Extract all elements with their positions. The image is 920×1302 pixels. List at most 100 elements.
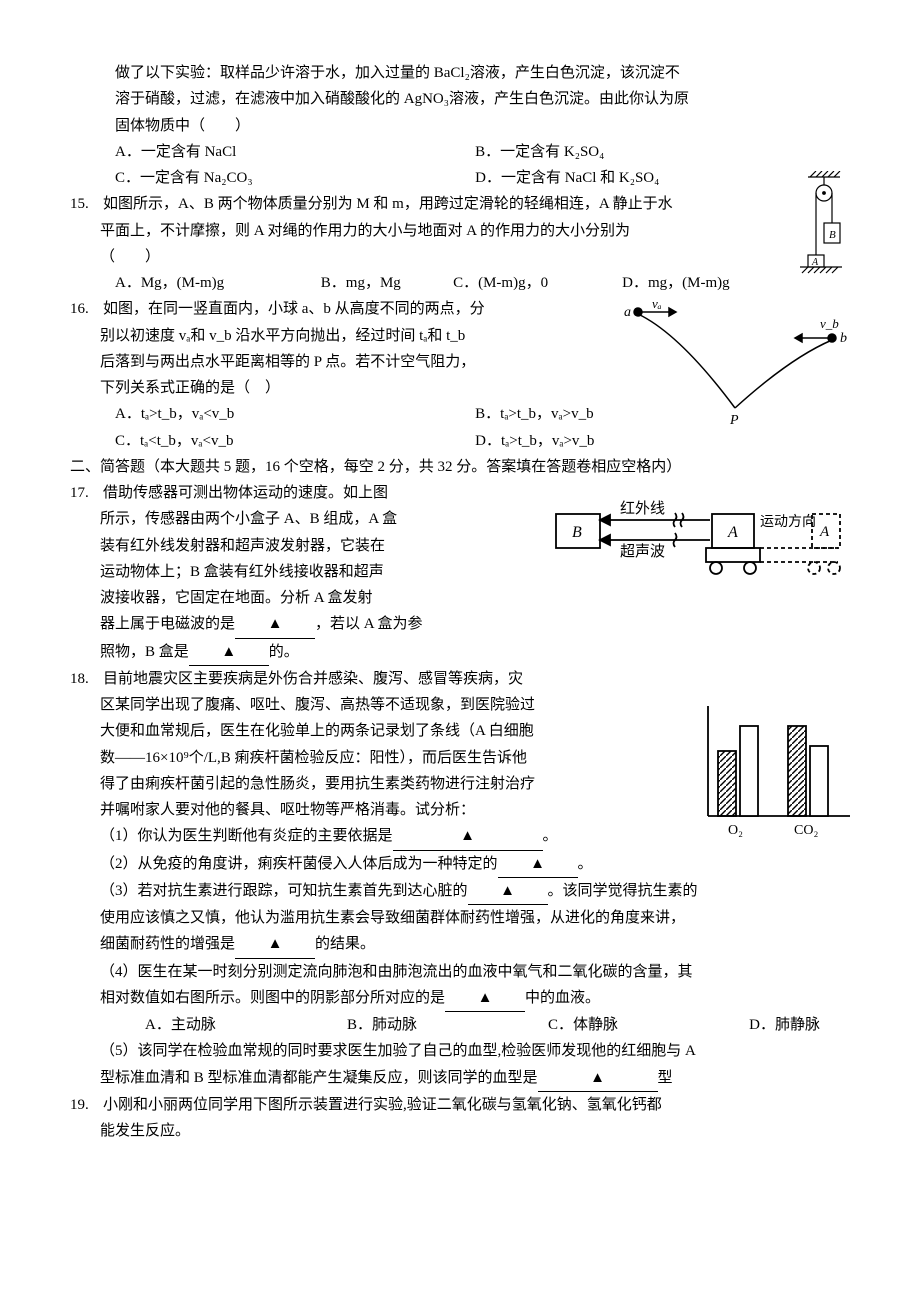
q18-text: 的结果。 [315,936,375,952]
q18-text: 相对数值如右图所示。则图中的阴影部分所对应的是 [100,990,445,1006]
triangle-icon: ▲ [500,883,515,899]
q18-text: （1）你认为医生判断他有炎症的主要依据是 [100,828,393,844]
q18-blank4: ▲ [235,931,315,958]
q14-opt-a: A．一定含有 NaCl [115,139,475,165]
triangle-icon: ▲ [221,644,236,660]
q16-opt-c: C．tₐ<t_b，vₐ<v_b [115,428,475,454]
svg-text:v_b: v_b [820,316,839,331]
q18-sub3: （3）若对抗生素进行跟踪，可知抗生素首先到达心脏的 ▲ 。该同学觉得抗生素的 [70,878,850,905]
q18-text: 。 [543,828,558,844]
svg-text:b: b [840,331,847,346]
q17: B 红外线 超声波 A 运动方向 [70,480,850,666]
q18-blank5: ▲ [445,985,525,1012]
section2-header: 二、简答题（本大题共 5 题，16 个空格，每空 2 分，共 32 分。答案填在… [70,454,850,480]
q18-blank1: ▲ [393,823,543,850]
q18-text: （2）从免疫的角度讲，痢疾杆菌侵入人体后成为一种特定的 [100,856,498,872]
q18-text: 。 [578,856,593,872]
q16-line: 如图，在同一竖直面内，小球 a、b 从高度不同的两点，分 [103,301,485,317]
q18-number: 18. [70,666,103,692]
q15-opt-b: B．mg，Mg [321,270,453,296]
svg-text:B: B [572,524,582,541]
q15-opt-c: C．(M-m)g，0 [453,270,622,296]
q16-opt-a: A．tₐ>t_b，vₐ<v_b [115,401,475,427]
q17-blank2: ▲ [189,639,269,666]
q18-opt-a: A．主动脉 [145,1012,216,1038]
q18-blank6: ▲ [538,1065,658,1092]
triangle-icon: ▲ [268,936,283,952]
q18-opt-b: B．肺动脉 [347,1012,417,1038]
q18-text: 型标准血清和 B 型标准血清都能产生凝集反应，则该同学的血型是 [100,1070,538,1086]
q17-text: ，若以 A 盒为参 [315,616,423,632]
q16-figure-projectile: a vₐ b v_b P [620,298,850,437]
q14-opt-b: B．一定含有 K₂SO₄ [475,139,835,165]
triangle-icon: ▲ [530,856,545,872]
svg-text:CO₂: CO₂ [794,823,818,838]
q17-line: 借助传感器可测出物体运动的速度。如上图 [103,485,388,501]
q15-line: （ ） [70,244,850,270]
q14-opt-d: D．一定含有 NaCl 和 K₂SO₄ [475,165,835,191]
q15-figure-pulley: B A [790,171,850,290]
q17-figure-sensor: B 红外线 超声波 A 运动方向 [550,490,850,589]
q19-line: 能发生反应。 [70,1118,850,1144]
q19-line: 小刚和小丽两位同学用下图所示装置进行实验,验证二氧化碳与氢氧化钠、氢氧化钙都 [103,1097,662,1113]
triangle-icon: ▲ [268,616,283,632]
q18-sub3b: 使用应该慎之又慎，他认为滥用抗生素会导致细菌群体耐药性增强，从进化的角度来讲， [70,905,850,931]
q19: 19.小刚和小丽两位同学用下图所示装置进行实验,验证二氧化碳与氢氧化钠、氢氧化钙… [70,1092,850,1145]
q18-sub4b: 相对数值如右图所示。则图中的阴影部分所对应的是 ▲ 中的血液。 [70,985,850,1012]
q17-text: 的。 [269,644,299,660]
triangle-icon: ▲ [590,1070,605,1086]
q14-stem-line: 固体物质中（ ） [70,113,850,139]
q18-sub4-options: A．主动脉 B．肺动脉 C．体静脉 D．肺静脉 [70,1012,850,1038]
q18: O₂ CO₂ 18.目前地震灾区主要疾病是外伤合并感染、腹泻、感冒等疾病，灾 区… [70,666,850,1092]
q18-sub2: （2）从免疫的角度讲，痢疾杆菌侵入人体后成为一种特定的 ▲ 。 [70,851,850,878]
q18-sub5b: 型标准血清和 B 型标准血清都能产生凝集反应，则该同学的血型是 ▲ 型 [70,1065,850,1092]
q16-number: 16. [70,296,103,322]
q14-stem-line: 做了以下实验：取样品少许溶于水，加入过量的 BaCl₂溶液，产生白色沉淀，该沉淀… [70,60,850,86]
q17-text: 器上属于电磁波的是 [100,616,235,632]
q18-figure-barchart: O₂ CO₂ [690,696,860,846]
q18-line: 目前地震灾区主要疾病是外伤合并感染、腹泻、感冒等疾病，灾 [103,671,523,687]
q18-blank3: ▲ [468,878,548,905]
q15-line: 如图所示，A、B 两个物体质量分别为 M 和 m，用跨过定滑轮的轻绳相连，A 静… [103,196,673,212]
q15-opt-a: A．Mg，(M-m)g [115,270,321,296]
q18-opt-c: C．体静脉 [548,1012,618,1038]
q15-line: 平面上，不计摩擦，则 A 对绳的作用力的大小与地面对 A 的作用力的大小分别为 [70,218,850,244]
q18-text: 型 [658,1070,673,1086]
q17-number: 17. [70,480,103,506]
svg-text:A: A [811,257,819,268]
q14-stem-line: 溶于硝酸，过滤，在滤液中加入硝酸酸化的 AgNO₃溶液，产生白色沉淀。由此你认为… [70,86,850,112]
q18-text: 中的血液。 [525,990,600,1006]
q18-sub5: （5）该同学在检验血常规的同时要求医生加验了自己的血型,检验医师发现他的红细胞与… [70,1038,850,1064]
q18-text: 细菌耐药性的增强是 [100,936,235,952]
svg-text:P: P [729,413,739,428]
q14-options: A．一定含有 NaCl B．一定含有 K₂SO₄ C．一定含有 Na₂CO₃ D… [70,139,850,192]
q15-options: A．Mg，(M-m)g B．mg，Mg C．(M-m)g，0 D．mg，(M-m… [70,270,850,296]
q14-opt-c: C．一定含有 Na₂CO₃ [115,165,475,191]
q18-sub4: （4）医生在某一时刻分别测定流向肺泡和由肺泡流出的血液中氧气和二氧化碳的含量，其 [70,959,850,985]
triangle-icon: ▲ [460,828,475,844]
q15-opt-d: D．mg，(M-m)g [622,270,757,296]
q17-text: 照物，B 盒是 [100,644,189,660]
svg-text:vₐ: vₐ [652,298,662,311]
svg-text:B: B [829,229,836,241]
q18-blank2: ▲ [498,851,578,878]
svg-text:红外线: 红外线 [620,500,665,517]
q15-number: 15. [70,191,103,217]
svg-text:A: A [727,524,738,541]
triangle-icon: ▲ [478,990,493,1006]
svg-text:A: A [819,524,830,540]
q19-number: 19. [70,1092,103,1118]
q18-sub3c: 细菌耐药性的增强是 ▲ 的结果。 [70,931,850,958]
svg-text:运动方向: 运动方向 [760,514,816,530]
q18-text: （3）若对抗生素进行跟踪，可知抗生素首先到达心脏的 [100,883,468,899]
q16: a vₐ b v_b P 16.如图，在同一竖直面内，小球 a、b 从高度不同的… [70,296,850,454]
q17-line7: 照物，B 盒是 ▲ 的。 [70,639,850,666]
svg-text:超声波: 超声波 [620,542,665,560]
q18-opt-d: D．肺静脉 [749,1012,820,1038]
q17-line6: 器上属于电磁波的是 ▲ ，若以 A 盒为参 [70,611,850,638]
svg-text:a: a [624,305,631,320]
q17-blank1: ▲ [235,611,315,638]
q15: B A 15.如图所示，A、B 两个物体质量分别为 M 和 m，用跨过定滑轮的轻… [70,191,850,296]
svg-text:O₂: O₂ [728,823,743,838]
q18-text: 。该同学觉得抗生素的 [548,883,698,899]
